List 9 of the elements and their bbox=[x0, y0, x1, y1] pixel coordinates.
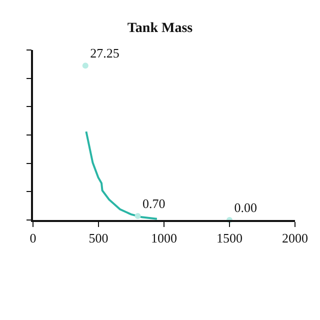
x-tick-label: 1000 bbox=[151, 230, 177, 246]
x-tick-label: 0 bbox=[30, 230, 36, 246]
data-label: 27.25 bbox=[90, 46, 120, 61]
chart-title: Tank Mass bbox=[127, 21, 194, 36]
x-tick-label: 500 bbox=[88, 230, 108, 246]
x-tick-label: 2000 bbox=[282, 230, 308, 246]
data-label: 0.00 bbox=[234, 200, 257, 215]
data-label: 0.70 bbox=[142, 196, 166, 212]
x-tick-label: 1500 bbox=[216, 230, 242, 246]
